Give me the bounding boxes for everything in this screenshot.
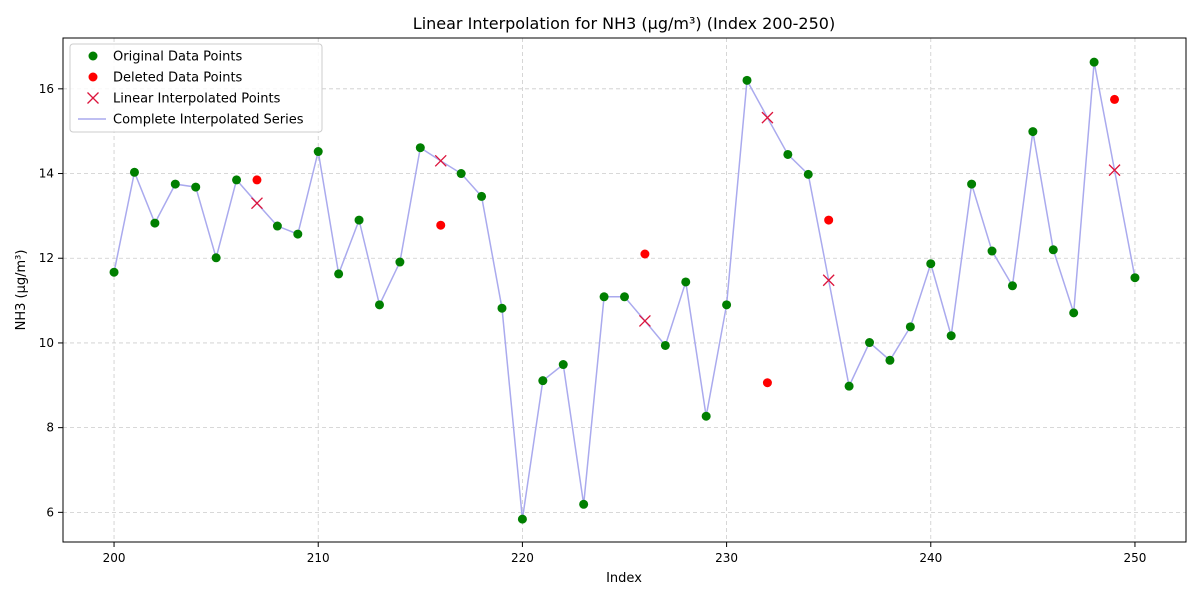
x-tick-label: 210 [307, 551, 330, 565]
x-axis-label: Index [606, 571, 642, 586]
y-tick-label: 10 [39, 336, 54, 350]
deleted-data-point [824, 215, 834, 225]
x-tick-label: 240 [919, 551, 942, 565]
original-data-point [926, 259, 936, 269]
original-data-point [477, 191, 487, 201]
original-data-point [620, 292, 629, 302]
original-data-point [170, 179, 180, 189]
original-data-point [722, 300, 732, 310]
original-data-point [905, 322, 915, 332]
legend-marker [88, 51, 98, 61]
original-data-point [456, 169, 466, 179]
original-data-point [579, 499, 589, 509]
deleted-data-point [640, 249, 650, 259]
y-tick-label: 12 [39, 251, 54, 265]
original-data-point [967, 179, 977, 189]
deleted-data-point [762, 378, 772, 388]
x-tick-label: 200 [103, 551, 126, 565]
original-data-point [1069, 308, 1079, 318]
interpolated-point [434, 154, 447, 167]
interpolated-point [638, 314, 651, 327]
original-data-point [681, 277, 691, 287]
original-data-point [538, 376, 548, 386]
original-data-point [742, 75, 752, 85]
original-data-point [211, 253, 221, 263]
original-data-point [987, 246, 997, 256]
original-data-point [150, 218, 160, 228]
original-data-point [701, 411, 711, 421]
legend-marker [87, 92, 99, 104]
interpolated-point [761, 111, 774, 124]
plot-frame [62, 37, 1187, 543]
original-data-point [293, 229, 303, 239]
x-axis-ticks: 200 210 220 230 240 250 [103, 542, 1147, 565]
interpolated-point [1108, 164, 1121, 177]
original-data-point [232, 175, 242, 185]
original-data-point [272, 221, 282, 231]
legend-label: Original Data Points [113, 50, 242, 65]
x-tick-label: 230 [715, 551, 738, 565]
interpolated-point [822, 274, 835, 287]
original-data-point [395, 257, 405, 267]
original-data-point [517, 514, 527, 524]
original-data-point [497, 303, 507, 313]
legend-marker [88, 72, 98, 82]
original-data-point [558, 360, 568, 370]
legend: Original Data Points Deleted Data Points L… [69, 43, 323, 133]
original-data-point [334, 269, 344, 279]
y-axis-label: NH3 (µg/m³) [14, 250, 29, 331]
original-data-point [844, 381, 854, 391]
y-axis-ticks: 6 8 10 12 14 16 [39, 82, 63, 519]
interpolated-point [251, 197, 263, 210]
original-data-point [1007, 281, 1017, 291]
deleted-data-point [252, 175, 262, 185]
marker-layer [109, 57, 1140, 524]
deleted-data-point [436, 220, 446, 230]
grid [63, 38, 1186, 542]
original-data-point [865, 338, 875, 348]
original-data-point [803, 169, 813, 179]
legend-label: Complete Interpolated Series [113, 113, 304, 128]
original-data-point [354, 215, 364, 225]
chart-title: Linear Interpolation for NH3 (µg/m³) (In… [413, 14, 835, 33]
original-data-point [374, 300, 384, 310]
original-data-point [946, 331, 956, 341]
original-data-point [599, 292, 609, 302]
legend-label: Deleted Data Points [113, 71, 243, 86]
original-data-point [191, 182, 201, 192]
original-data-point [415, 143, 425, 153]
original-data-point [109, 267, 119, 277]
deleted-data-point [1110, 94, 1120, 104]
original-data-point [885, 355, 895, 365]
x-tick-label: 250 [1124, 551, 1147, 565]
y-tick-label: 8 [46, 421, 54, 435]
original-data-point [783, 149, 793, 159]
y-tick-label: 16 [39, 82, 54, 96]
original-data-point [1028, 127, 1038, 137]
y-tick-label: 6 [46, 505, 54, 519]
y-tick-label: 14 [39, 167, 54, 181]
x-tick-label: 220 [511, 551, 534, 565]
original-data-point [660, 340, 670, 350]
original-data-point [1048, 245, 1058, 255]
legend-box [69, 43, 323, 133]
original-data-point [313, 147, 323, 157]
original-data-point [129, 167, 139, 177]
original-data-point [1089, 57, 1099, 67]
legend-label: Linear Interpolated Points [113, 92, 281, 107]
original-data-point [1130, 273, 1140, 283]
